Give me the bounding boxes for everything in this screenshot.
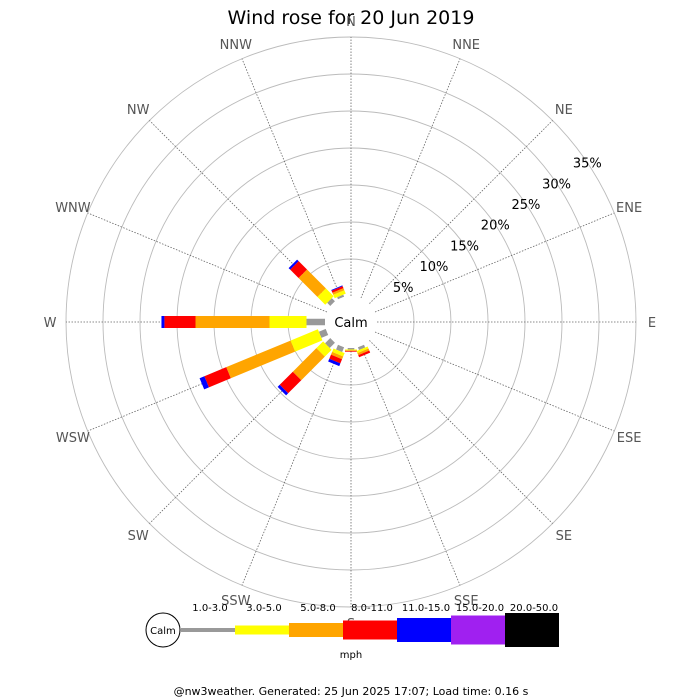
bar-nnw-3.0-5.0: [333, 290, 346, 299]
ring-label-20: 20%: [481, 219, 510, 234]
bar-w-8.0-11.0: [164, 316, 196, 328]
bar-nw-5.0-8.0: [298, 269, 326, 297]
direction-label-wnw: WNW: [55, 201, 91, 216]
spoke-ssw: [241, 345, 342, 586]
bar-nnw-1.0-3.0: [337, 294, 345, 300]
bar-nnw-11.0-15.0: [331, 285, 343, 291]
legend-label-20.0-50.0: 20.0-50.0: [510, 603, 558, 614]
direction-label-w: W: [44, 316, 57, 331]
direction-label-se: SE: [556, 529, 572, 544]
ring-label-25: 25%: [511, 198, 540, 213]
bar-ssw-8.0-11.0: [329, 354, 343, 364]
spoke-ne: [369, 120, 553, 304]
direction-label-wsw: WSW: [56, 431, 90, 446]
legend-swatch-5.0-8.0: [289, 623, 343, 637]
calm-center: Calm: [325, 296, 377, 348]
spoke-nnw: [241, 58, 342, 299]
bar-nw-1.0-3.0: [327, 298, 335, 306]
legend-label-5.0-8.0: 5.0-8.0: [300, 603, 335, 614]
bar-ssw-3.0-5.0: [332, 348, 345, 357]
direction-label-ne: NE: [555, 103, 573, 118]
bar-ssw-5.0-8.0: [330, 351, 344, 360]
bar-sse-1.0-3.0: [357, 344, 366, 351]
ring-25: [139, 110, 563, 534]
bar-sw-5.0-8.0: [292, 348, 325, 381]
bar-nnw-5.0-8.0: [332, 288, 345, 295]
bar-nw-8.0-11.0: [290, 261, 308, 279]
spoke-sse: [360, 345, 461, 586]
bar-sw-11.0-15.0: [277, 384, 289, 396]
spoke-wnw: [87, 212, 328, 313]
bar-s-8.0-11.0: [345, 350, 357, 352]
bar-ssw-11.0-15.0: [328, 358, 341, 367]
direction-label-ene: ENE: [616, 201, 642, 216]
bar-wsw-3.0-5.0: [290, 329, 323, 352]
direction-label-ese: ESE: [617, 431, 642, 446]
legend-swatch-3.0-5.0: [235, 625, 289, 635]
spoke-nne: [360, 58, 461, 299]
spoke-ese: [374, 331, 615, 432]
calm-label: Calm: [334, 316, 367, 331]
ring-label-10: 10%: [419, 260, 448, 275]
bar-wsw-8.0-11.0: [204, 367, 231, 388]
legend-swatch-15.0-20.0: [451, 615, 505, 645]
bar-w-1.0-3.0: [306, 318, 325, 326]
direction-label-sse: SSE: [454, 594, 479, 609]
direction-label-n: N: [346, 15, 356, 30]
direction-label-nw: NW: [127, 103, 150, 118]
legend-label-15.0-20.0: 15.0-20.0: [456, 603, 504, 614]
direction-spokes: [66, 37, 636, 607]
legend-label-3.0-5.0: 3.0-5.0: [246, 603, 281, 614]
bar-sse-8.0-11.0: [358, 350, 371, 358]
footer-text: @nw3weather. Generated: 25 Jun 2025 17:0…: [174, 685, 529, 698]
bar-sw-1.0-3.0: [325, 338, 335, 348]
bar-s-5.0-8.0: [345, 350, 357, 351]
ring-label-5: 5%: [393, 281, 414, 296]
legend-swatch-1.0-3.0: [181, 628, 235, 632]
units-label: mph: [340, 650, 362, 661]
bar-w-5.0-8.0: [195, 316, 270, 328]
direction-label-nnw: NNW: [220, 38, 252, 53]
legend-calm-circle: [145, 612, 181, 648]
spoke-se: [369, 340, 553, 524]
direction-label-e: E: [648, 316, 656, 331]
chart-title: Wind rose for 20 Jun 2019: [228, 7, 475, 29]
bar-nw-11.0-15.0: [288, 259, 299, 270]
legend-label-8.0-11.0: 8.0-11.0: [351, 603, 393, 614]
ring-label-35: 35%: [573, 157, 602, 172]
legend-label-11.0-15.0: 11.0-15.0: [402, 603, 450, 614]
legend-label-1.0-3.0: 1.0-3.0: [192, 603, 227, 614]
ring-labels: 5% 10%15%20%25%30%35%: [393, 157, 602, 296]
legend-swatch-8.0-11.0: [343, 620, 397, 640]
direction-label-ssw: SSW: [221, 594, 251, 609]
bar-wsw-1.0-3.0: [318, 328, 329, 338]
bar-wsw-11.0-15.0: [199, 376, 209, 390]
bar-w-11.0-15.0: [161, 316, 165, 328]
speed-legend: Calm 1.0-3.0 3.0-5.0 5.0-8.0 8.0-11.0 11.0-15…: [145, 603, 559, 648]
ring-label-15: 15%: [450, 239, 479, 254]
spoke-ene: [374, 212, 615, 313]
bar-sse-3.0-5.0: [356, 346, 369, 354]
bar-ssw-1.0-3.0: [336, 344, 345, 353]
bar-sw-3.0-5.0: [316, 341, 332, 357]
direction-label-nne: NNE: [452, 38, 480, 53]
bar-nw-3.0-5.0: [317, 288, 334, 305]
direction-label-sw: SW: [128, 529, 149, 544]
ring-label-30: 30%: [542, 177, 571, 192]
bar-nnw-8.0-11.0: [331, 286, 344, 293]
bar-w-3.0-5.0: [269, 316, 307, 328]
bar-s-1.0-3.0: [347, 348, 355, 350]
legend-calm-label: Calm: [150, 626, 176, 637]
bar-s-3.0-5.0: [345, 349, 357, 351]
bar-sse-5.0-8.0: [357, 348, 370, 356]
wind-rose-bars: [161, 259, 371, 396]
legend-swatch-11.0-15.0: [397, 618, 451, 642]
bar-sw-8.0-11.0: [279, 371, 302, 394]
calm-circle: [325, 296, 377, 348]
direction-labels: NNNENEENEEESESESSESSSWSWWSWWWNWNWNNW: [44, 15, 657, 632]
legend-swatch-20.0-50.0: [505, 613, 559, 647]
bar-wsw-5.0-8.0: [226, 340, 296, 379]
